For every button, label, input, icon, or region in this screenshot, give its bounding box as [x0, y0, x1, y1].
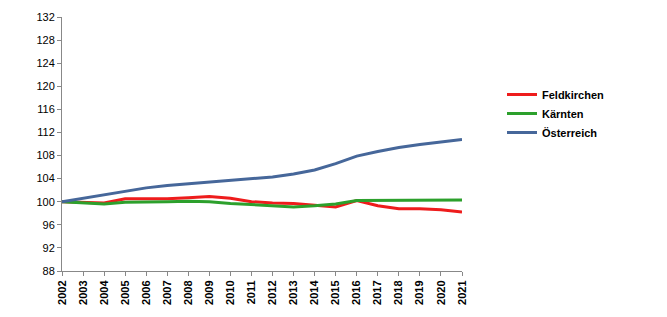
svg-text:2017: 2017: [371, 280, 383, 304]
svg-text:2018: 2018: [392, 280, 404, 304]
svg-text:2020: 2020: [435, 280, 447, 304]
svg-text:124: 124: [36, 57, 54, 69]
svg-text:2010: 2010: [224, 280, 236, 304]
svg-text:108: 108: [36, 149, 54, 161]
svg-text:2015: 2015: [329, 280, 341, 304]
svg-text:96: 96: [43, 219, 55, 231]
svg-text:2016: 2016: [350, 280, 362, 304]
svg-text:Kärnten: Kärnten: [542, 108, 584, 120]
svg-text:2014: 2014: [308, 280, 320, 305]
svg-text:2012: 2012: [266, 280, 278, 304]
svg-text:88: 88: [43, 265, 55, 277]
svg-text:100: 100: [36, 196, 54, 208]
svg-text:2007: 2007: [161, 280, 173, 304]
svg-text:120: 120: [36, 80, 54, 92]
svg-text:92: 92: [43, 242, 55, 254]
svg-text:2004: 2004: [98, 280, 110, 305]
svg-text:112: 112: [37, 126, 55, 138]
svg-text:2005: 2005: [119, 280, 131, 304]
svg-text:2013: 2013: [287, 280, 299, 304]
svg-text:Österreich: Österreich: [542, 127, 597, 139]
svg-text:Feldkirchen: Feldkirchen: [542, 89, 604, 101]
svg-text:2002: 2002: [56, 280, 68, 304]
svg-text:2021: 2021: [456, 280, 468, 304]
svg-text:132: 132: [36, 11, 54, 23]
svg-text:2006: 2006: [140, 280, 152, 304]
svg-text:2019: 2019: [413, 280, 425, 304]
svg-text:128: 128: [36, 34, 54, 46]
svg-text:2009: 2009: [203, 280, 215, 304]
svg-text:116: 116: [37, 103, 55, 115]
svg-text:2003: 2003: [77, 280, 89, 304]
svg-text:104: 104: [36, 172, 54, 184]
svg-text:2008: 2008: [182, 280, 194, 304]
svg-text:2011: 2011: [245, 280, 257, 304]
